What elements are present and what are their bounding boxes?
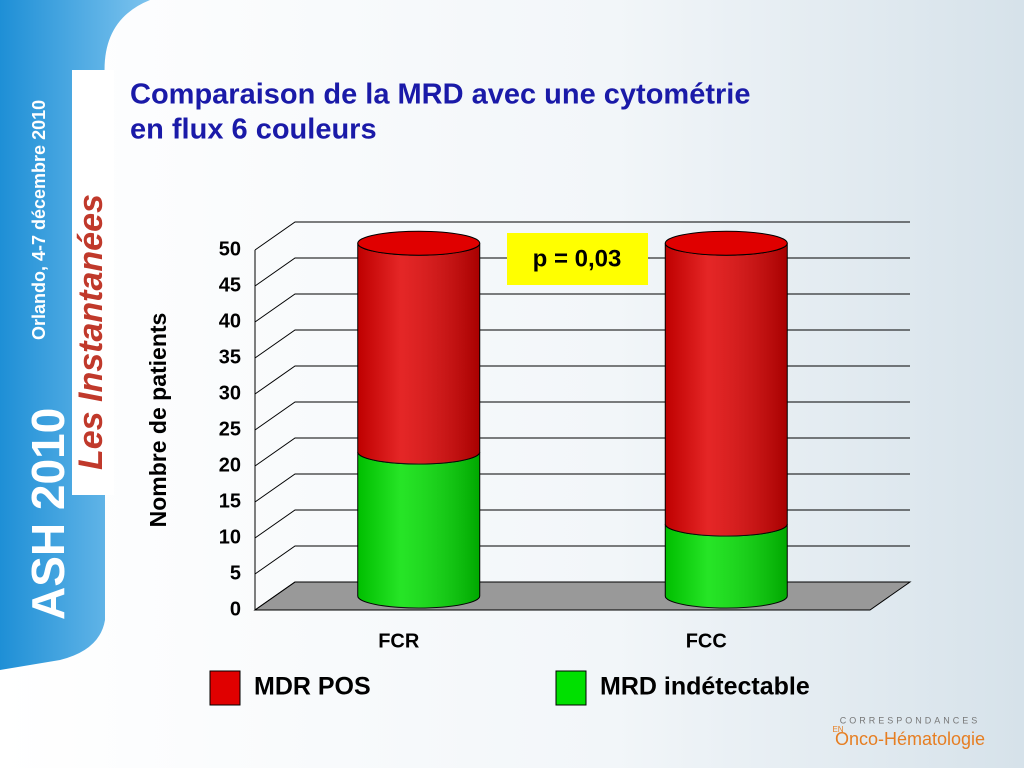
chart-title: en flux 6 couleurs [130,114,377,146]
event-place: Orlando, 4-7 décembre 2010 [29,100,49,340]
logo-mid: EN [832,725,843,734]
x-tick-label: FCR [378,630,420,652]
bar-shade [357,243,480,464]
bar-cap [664,230,788,256]
legend-swatch [209,670,241,706]
y-tick-label: 30 [219,382,241,404]
legend-label: MDR POS [254,673,371,701]
sidebar-band [72,70,114,495]
annotation-box [507,233,648,285]
y-tick-label: 20 [219,454,241,476]
y-tick-label: 25 [219,418,241,440]
bar-shade [357,452,480,608]
legend-label: MRD indétectable [600,673,810,701]
y-tick-label: 5 [230,562,241,584]
logo-top: CORRESPONDANCES [840,715,981,725]
plot: 0 5 10 15 20 25 30 35 40 45 50 FCR FCC p = 0,03 MDR PO… [209,221,912,706]
bar-cap [357,230,481,256]
y-tick-label: 40 [219,310,241,332]
grid-line [254,221,910,251]
legend-swatch [555,670,587,706]
bar-shade [665,243,788,536]
annotation: p = 0,03 [533,245,622,272]
y-axis-label: Nombre de patients [145,313,171,528]
y-tick-label: 45 [219,274,241,296]
y-tick-label: 10 [219,526,241,548]
chart-title: Comparaison de la MRD avec une cytométri… [130,79,750,111]
y-tick-label: 0 [230,598,241,620]
floor [253,581,912,611]
event-name: ASH 2010 [22,408,74,620]
series-name: Les Instantanées [72,194,110,470]
bar-shade [665,524,788,608]
x-tick-label: FCC [686,630,727,652]
y-tick-label: 35 [219,346,241,368]
y-tick-label: 50 [219,238,241,260]
logo-main: Onco-Hématologie [835,729,985,749]
y-tick-label: 15 [219,490,241,512]
